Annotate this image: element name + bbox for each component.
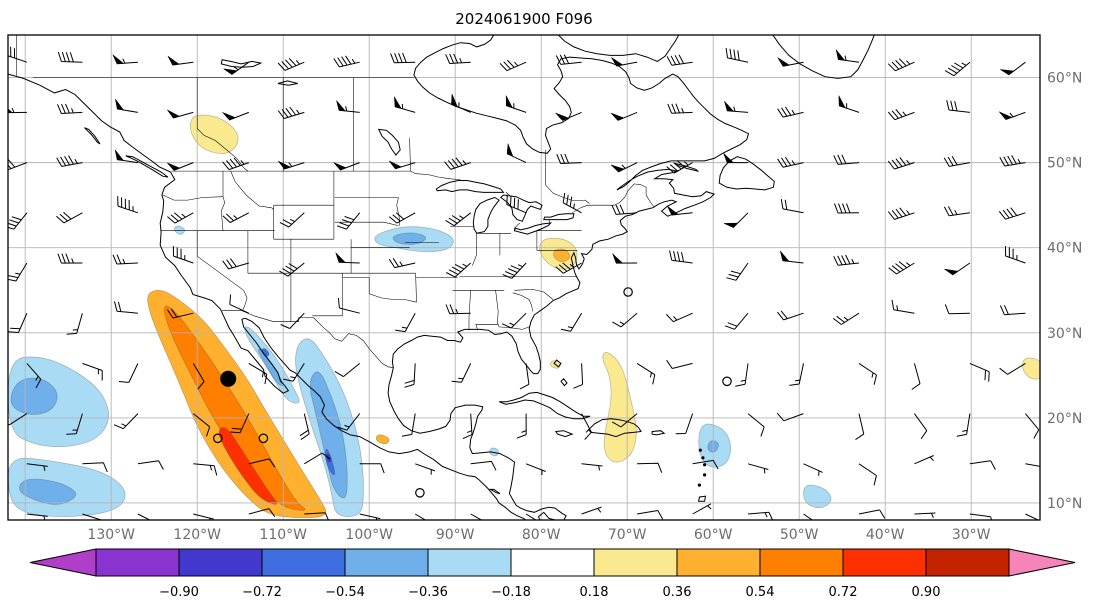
lon-tick-label: 80°W — [522, 527, 561, 543]
colorbar-segment — [261, 548, 346, 577]
lon-tick-label: 70°W — [608, 527, 647, 543]
lat-tick-label: 60°N — [1047, 71, 1082, 87]
colorbar-segment — [427, 548, 512, 577]
contour-region-midwest-blue-core — [392, 232, 427, 245]
calm-wind-marker — [722, 376, 732, 387]
lon-tick-label: 110°W — [259, 527, 307, 543]
contour-region-caribbean-yellow — [602, 352, 637, 463]
contour-region-east-edge-yellow — [1022, 357, 1040, 380]
colorbar-tick-label: −0.72 — [242, 585, 282, 600]
colorbar-tick-label: 0.18 — [580, 585, 609, 600]
calm-wind-marker — [623, 287, 633, 297]
colorbar-tick-label: −0.36 — [408, 585, 448, 600]
lon-tick-label: 100°W — [345, 527, 393, 543]
markers — [213, 287, 732, 498]
colorbar-segment — [593, 548, 678, 577]
lon-tick-label: 60°W — [694, 527, 733, 543]
colorbar-tick-label: 0.36 — [663, 585, 692, 600]
lat-tick-label: 40°N — [1047, 241, 1082, 257]
calm-wind-marker — [258, 433, 269, 444]
contour-region-south-america-blue — [803, 484, 832, 509]
lon-tick-label: 40°W — [866, 527, 905, 543]
lat-tick-label: 10°N — [1047, 496, 1082, 512]
colorbar-segment — [676, 548, 761, 577]
plot-title: 2024061900 F096 — [455, 10, 592, 28]
lat-tick-label: 30°N — [1047, 326, 1082, 342]
lon-tick-label: 120°W — [173, 527, 221, 543]
colorbar-segment — [344, 548, 429, 577]
wind-barbs — [8, 46, 1040, 520]
colorbar-over-arrow — [1008, 548, 1076, 577]
colorbar-tick-label: −0.54 — [325, 585, 365, 600]
calm-wind-marker — [415, 487, 425, 498]
colorbar-under-arrow — [29, 548, 97, 577]
colorbar-segment — [759, 548, 844, 577]
colorbar-segment — [842, 548, 927, 577]
colorbar-segment — [178, 548, 263, 577]
lon-tick-label: 50°W — [780, 527, 819, 543]
contour-fills — [8, 114, 1040, 519]
lat-tick-label: 50°N — [1047, 156, 1082, 172]
latitude-labels: 60°N 50°N 40°N 30°N 20°N 10°N — [1047, 71, 1082, 512]
lat-tick-label: 20°N — [1047, 411, 1082, 427]
colorbar-tick-label: −0.18 — [491, 585, 531, 600]
colorbar: −0.90 −0.72 −0.54 −0.36 −0.18 0.18 0.36 0.54 0.7… — [29, 548, 1076, 600]
colorbar-tick-label: −0.90 — [159, 585, 199, 600]
colorbar-segment — [510, 548, 595, 577]
map-frame — [7, 34, 1041, 521]
basemap-coastlines — [8, 35, 875, 520]
contour-region-mexico-east-blue-core — [309, 371, 348, 499]
contour-region-midatlantic-orange-core — [553, 248, 571, 262]
colorbar-tick-label: 0.72 — [829, 585, 858, 600]
station-dot-marker — [220, 370, 237, 387]
contour-region-bc-yellow — [189, 114, 239, 154]
calm-wind-marker — [213, 433, 223, 444]
colorbar-segment — [95, 548, 180, 577]
contour-region-oaxaca-orange-spot — [375, 434, 390, 445]
colorbar-segment — [925, 548, 1010, 577]
contour-region-pacific-west-blue-north-core — [10, 377, 58, 415]
lon-tick-label: 30°W — [952, 527, 991, 543]
colorbar-tick-label: 0.90 — [912, 585, 941, 600]
colorbar-tick-label: 0.54 — [746, 585, 775, 600]
lon-tick-label: 90°W — [436, 527, 475, 543]
graticule — [8, 35, 1040, 520]
contour-region-oregon-blue-speck — [173, 225, 185, 235]
lon-tick-label: 130°W — [87, 527, 135, 543]
longitude-labels: 130°W 120°W 110°W 100°W 90°W 80°W 70°W 60°W 50°W… — [87, 527, 990, 543]
